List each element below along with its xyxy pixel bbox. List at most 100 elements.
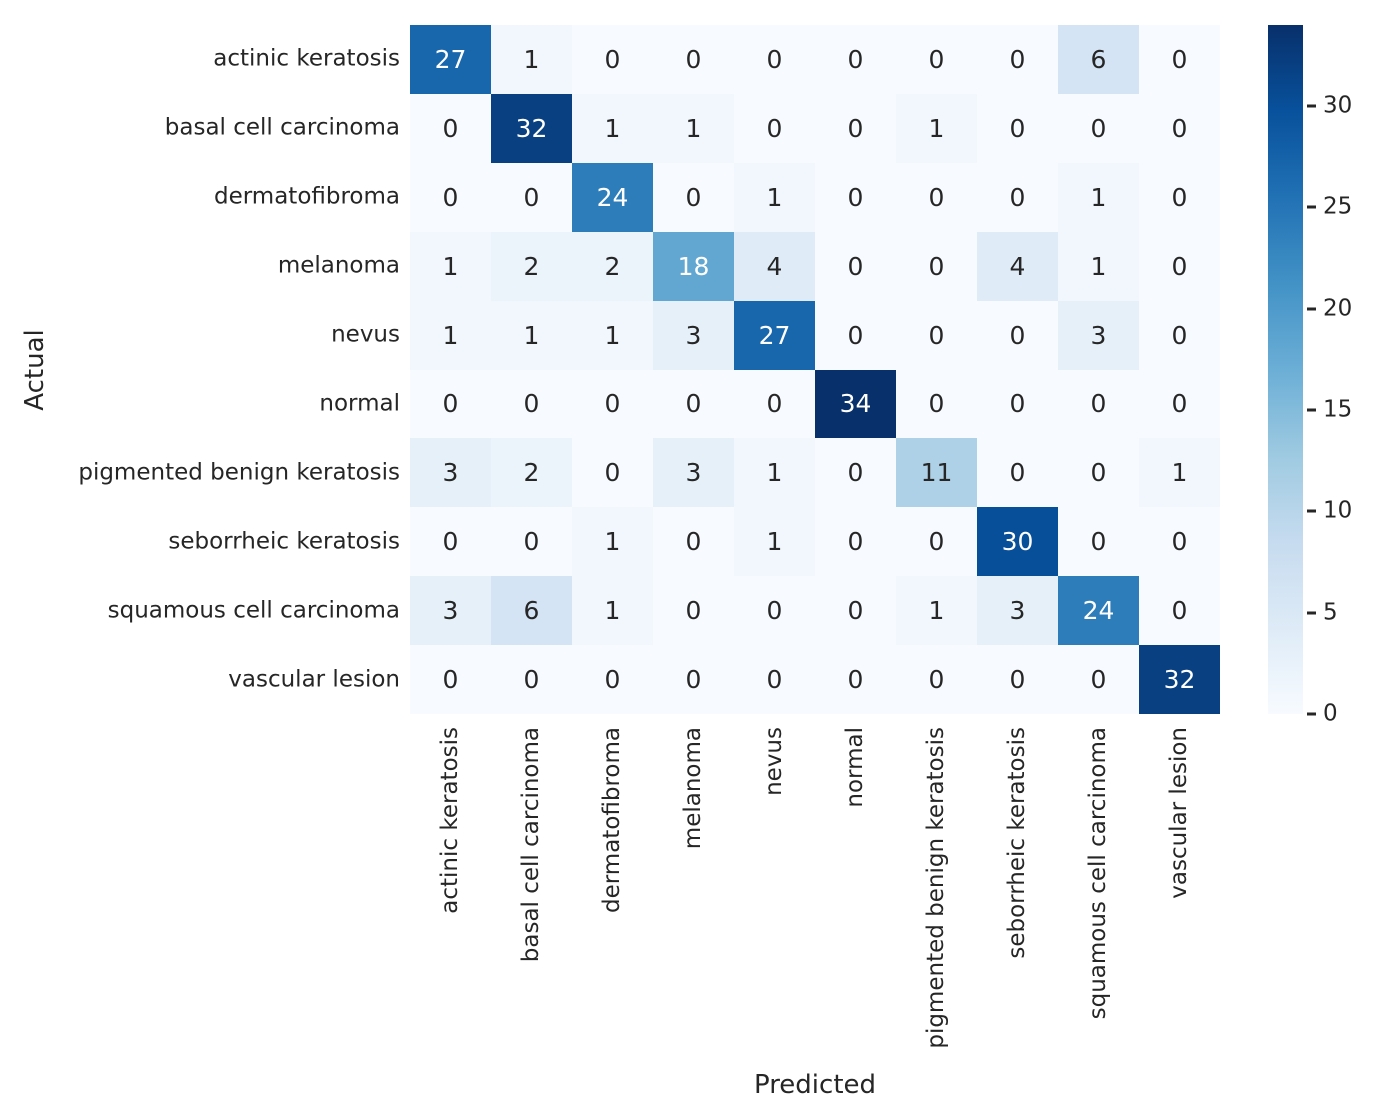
heatmap-grid: 27 1 0 0 0 0 0 0 6 0 0 32 1 1 0 0 1 0 0 0 0 0 24 0 1 0 0 0 1 0 1 2 2 18 4 0…	[410, 25, 1220, 714]
colorbar-tick-label: 15	[1323, 396, 1353, 423]
y-tick-label: pigmented benign keratosis	[78, 459, 400, 486]
colorbar-tick-label: 20	[1323, 295, 1353, 322]
heatmap-cell: 0	[1139, 369, 1220, 439]
heatmap-cell: 0	[410, 162, 491, 232]
colorbar-tick-label: 5	[1323, 599, 1338, 626]
heatmap-cell: 1	[1139, 438, 1220, 508]
heatmap-cell: 0	[896, 645, 977, 714]
heatmap-cell: 0	[734, 576, 815, 646]
heatmap-cell: 32	[491, 93, 572, 163]
y-tick-label: basal cell carcinoma	[164, 114, 400, 141]
y-tick-label: vascular lesion	[228, 666, 400, 693]
heatmap-cell: 0	[815, 576, 896, 646]
heatmap-cell: 0	[491, 645, 572, 714]
heatmap-cell: 0	[572, 369, 653, 439]
heatmap-cell: 0	[734, 93, 815, 163]
heatmap-cell: 0	[896, 231, 977, 301]
heatmap-cell: 1	[1058, 231, 1139, 301]
heatmap-cell: 0	[815, 507, 896, 577]
heatmap-cell: 1	[491, 25, 572, 94]
heatmap-cell: 3	[410, 438, 491, 508]
heatmap-cell: 1	[653, 93, 734, 163]
heatmap-cell: 0	[977, 93, 1058, 163]
heatmap-cell: 0	[815, 162, 896, 232]
heatmap-cell: 32	[1139, 645, 1220, 714]
heatmap-cell: 0	[653, 369, 734, 439]
heatmap-cell: 27	[410, 25, 491, 94]
heatmap-cell: 0	[653, 507, 734, 577]
y-tick-label: actinic keratosis	[213, 45, 400, 72]
colorbar-tick	[1307, 104, 1316, 108]
heatmap-cell: 0	[1139, 300, 1220, 370]
heatmap-cell: 0	[896, 25, 977, 94]
x-tick-label: actinic keratosis	[437, 727, 463, 914]
heatmap-cell: 0	[815, 438, 896, 508]
heatmap-cell: 0	[491, 369, 572, 439]
heatmap-cell: 0	[572, 645, 653, 714]
x-tick-label: normal	[842, 727, 868, 808]
heatmap-cell: 0	[815, 300, 896, 370]
heatmap-cell: 0	[896, 369, 977, 439]
heatmap-cell: 2	[491, 438, 572, 508]
heatmap-cell: 0	[1139, 25, 1220, 94]
colorbar	[1268, 25, 1303, 714]
heatmap-cell: 0	[491, 162, 572, 232]
y-tick-label: squamous cell carcinoma	[107, 597, 400, 624]
heatmap-cell: 1	[734, 507, 815, 577]
heatmap-cell: 4	[977, 231, 1058, 301]
x-tick-label: squamous cell carcinoma	[1085, 727, 1111, 1020]
heatmap-cell: 0	[734, 25, 815, 94]
colorbar-tick	[1307, 712, 1316, 716]
heatmap-cell: 1	[572, 93, 653, 163]
heatmap-cell: 0	[653, 25, 734, 94]
heatmap-cell: 0	[572, 438, 653, 508]
y-tick-label: seborrheic keratosis	[168, 528, 400, 555]
heatmap-cell: 1	[896, 93, 977, 163]
heatmap-cell: 0	[572, 25, 653, 94]
heatmap-cell: 6	[1058, 25, 1139, 94]
colorbar-tick-label: 10	[1323, 497, 1353, 524]
heatmap-cell: 0	[491, 507, 572, 577]
heatmap-cell: 0	[653, 162, 734, 232]
colorbar-tick	[1307, 205, 1316, 209]
heatmap-cell: 0	[977, 162, 1058, 232]
heatmap-cell: 0	[977, 438, 1058, 508]
heatmap-cell: 0	[1058, 507, 1139, 577]
heatmap-cell: 0	[1058, 369, 1139, 439]
heatmap-cell: 0	[896, 162, 977, 232]
x-tick-label: pigmented benign keratosis	[923, 727, 949, 1049]
heatmap-cell: 18	[653, 231, 734, 301]
y-axis-title: Actual	[20, 328, 50, 411]
heatmap-cell: 0	[977, 369, 1058, 439]
heatmap-cell: 1	[572, 507, 653, 577]
heatmap-cell: 24	[572, 162, 653, 232]
heatmap-cell: 0	[1058, 93, 1139, 163]
heatmap-cell: 11	[896, 438, 977, 508]
heatmap-cell: 0	[410, 369, 491, 439]
x-tick-label: melanoma	[680, 727, 706, 850]
heatmap-cell: 0	[896, 300, 977, 370]
heatmap-cell: 0	[815, 93, 896, 163]
heatmap-cell: 0	[815, 645, 896, 714]
colorbar-tick-label: 30	[1323, 92, 1353, 119]
heatmap-cell: 1	[410, 231, 491, 301]
x-tick-label: dermatofibroma	[599, 727, 625, 913]
heatmap-cell: 0	[734, 369, 815, 439]
x-tick-label: vascular lesion	[1166, 727, 1192, 899]
heatmap-cell: 0	[410, 93, 491, 163]
heatmap-cell: 0	[653, 645, 734, 714]
x-tick-label: seborrheic keratosis	[1004, 727, 1030, 959]
heatmap-cell: 0	[653, 576, 734, 646]
heatmap-cell: 3	[653, 438, 734, 508]
colorbar-tick	[1307, 307, 1316, 311]
heatmap-cell: 1	[410, 300, 491, 370]
heatmap-cell: 27	[734, 300, 815, 370]
heatmap-cell: 0	[977, 300, 1058, 370]
x-tick-label: nevus	[761, 727, 787, 796]
heatmap-cell: 1	[734, 162, 815, 232]
heatmap-cell: 3	[977, 576, 1058, 646]
heatmap-cell: 0	[1139, 507, 1220, 577]
heatmap-cell: 2	[572, 231, 653, 301]
heatmap-cell: 1	[572, 576, 653, 646]
